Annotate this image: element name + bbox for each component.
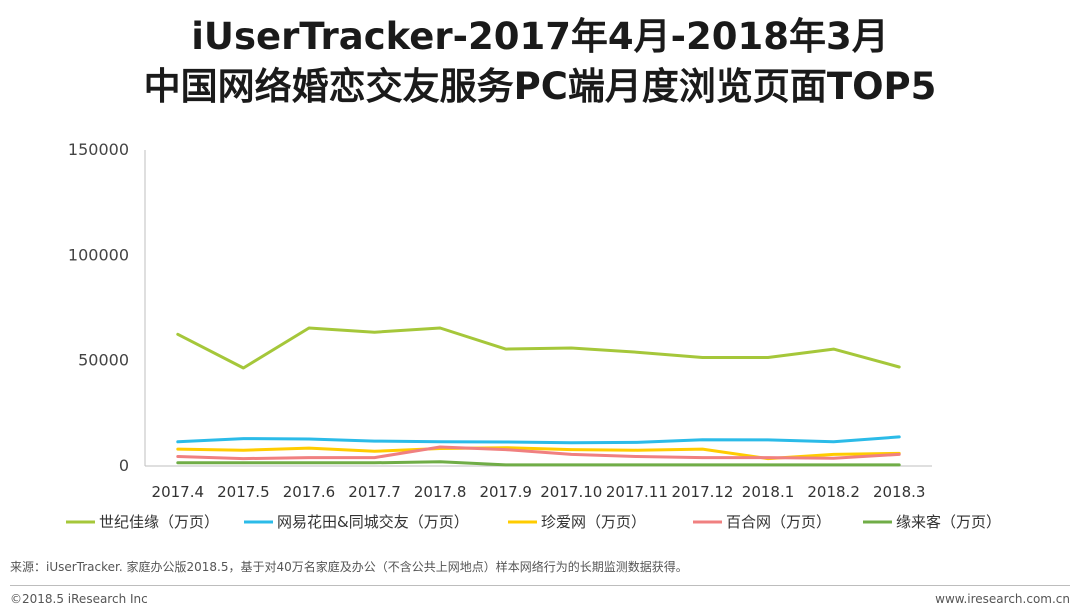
y-tick-label: 0 [119,456,129,475]
x-tick-label: 2017.5 [217,483,270,501]
chart-title-line-1: iUserTracker-2017年4月-2018年3月 [191,15,889,58]
legend-label: 缘来客（万页） [896,513,1001,531]
y-tick-label: 50000 [78,351,129,370]
line-chart: 0 50000 100000 150000 2017.4 2017.5 2017.6 2017… [66,140,1001,531]
x-tick-label: 2017.11 [606,483,668,501]
x-tick-label: 2017.7 [348,483,401,501]
source-note: 来源：iUserTracker. 家庭办公版2018.5，基于对40万名家庭及办… [10,560,688,574]
x-tick-label: 2018.2 [807,483,860,501]
footer-divider [10,585,1070,586]
chart-series-lines [176,326,901,467]
x-tick-label: 2017.9 [479,483,532,501]
x-tick-label: 2017.8 [414,483,467,501]
legend-label: 珍爱网（万页） [541,513,646,531]
copyright-text: ©2018.5 iResearch Inc [10,592,148,606]
chart-axes: 0 50000 100000 150000 2017.4 2017.5 2017.6 2017… [68,140,932,501]
website-link[interactable]: www.iresearch.com.cn [935,592,1070,606]
chart-legend: 世纪佳缘（万页） 网易花田&同城交友（万页） 珍爱网（万页） 百合网（万页） 缘来客（万… [66,513,1001,531]
series-line-2 [176,435,901,445]
x-tick-label: 2017.4 [152,483,205,501]
series-line-5 [176,460,901,467]
series-line-1 [176,326,901,370]
chart-title-line-2: 中国网络婚恋交友服务PC端月度浏览页面TOP5 [143,65,937,108]
legend-label: 世纪佳缘（万页） [99,513,219,531]
y-tick-label: 100000 [68,245,129,264]
legend-label: 百合网（万页） [726,513,831,531]
x-tick-label: 2017.6 [283,483,336,501]
x-tick-label: 2018.1 [742,483,795,501]
x-tick-label: 2018.3 [873,483,926,501]
series-line-4 [176,445,901,461]
x-tick-label: 2017.10 [540,483,602,501]
legend-label: 网易花田&同城交友（万页） [277,513,469,531]
y-tick-label: 150000 [68,140,129,159]
x-tick-label: 2017.12 [671,483,733,501]
